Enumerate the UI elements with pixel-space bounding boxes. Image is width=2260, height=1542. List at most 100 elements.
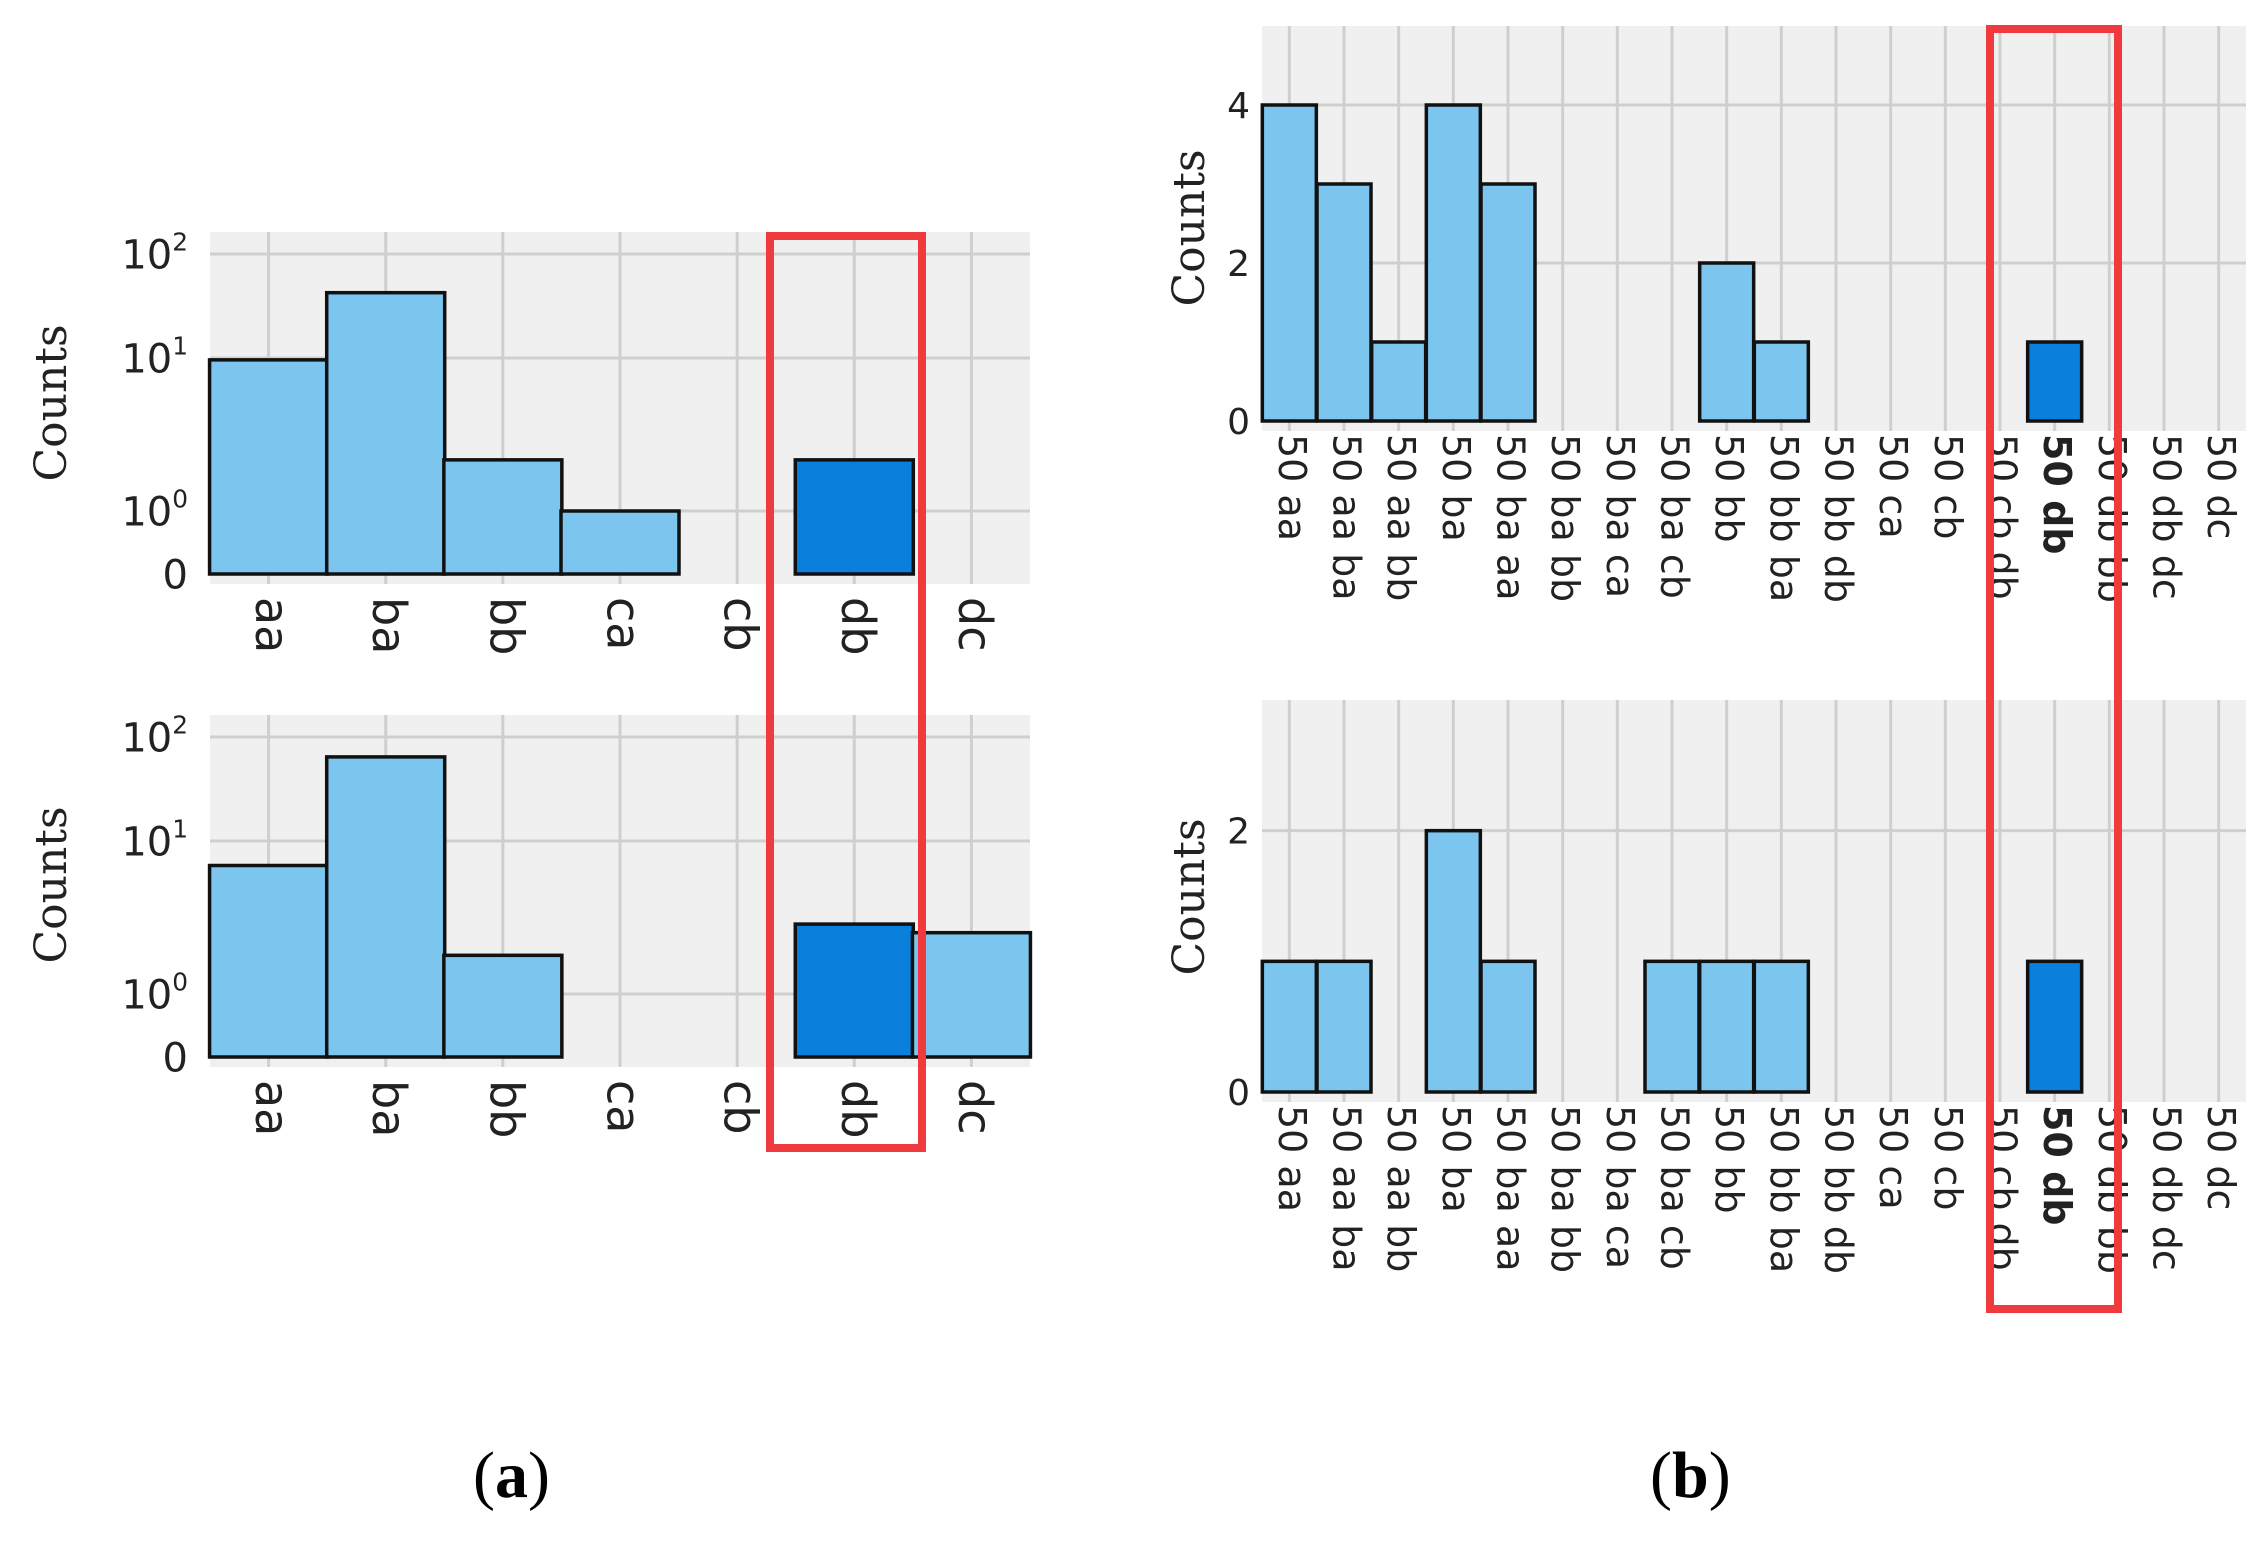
highlight-box-a [766,232,926,1152]
bar-a-top-bb [442,458,564,576]
xtick-b-top-50-ba-bb: 50 ba bb [1543,434,1587,602]
xtick-b-bottom-50-ba-bb: 50 ba bb [1543,1105,1587,1273]
xtick-b-bottom-50-aa-bb: 50 aa bb [1379,1105,1423,1272]
xtick-b-top-50-bb: 50 bb [1707,434,1751,543]
xtick-b-top-50-aa-ba: 50 aa ba [1325,434,1369,601]
ytick-a-bottom-1: 100 [121,967,188,1018]
chart-a-bottom: 0 100 101 102 Counts aa ba bb ca cb db dc [26,710,1033,1138]
ylabel-a-top: Counts [26,324,77,481]
xtick-a-top-db: db [831,597,885,655]
xtick-b-bottom-50-aa-ba: 50 aa ba [1325,1105,1369,1272]
xtick-b-bottom-50-ba: 50 ba [1434,1105,1478,1213]
xtick-b-top-50-db: 50 db [2035,434,2079,555]
bar-b-bottom-50-ba [1424,828,1483,1094]
xtick-b-top-50-ca: 50 ca [1871,434,1915,539]
xtick-b-top-50-dc: 50 dc [2199,434,2243,539]
caption-a: (a) [473,1439,550,1512]
bar-b-bottom-50-ba-cb [1643,959,1701,1094]
ytick-a-bottom-2: 101 [121,814,188,865]
caption-b: (b) [1650,1439,1731,1512]
xtick-b-bottom-50-ba-aa: 50 ba aa [1489,1105,1533,1272]
bar-a-top-db [793,458,916,576]
xtick-b-top-50-ba-ca: 50 ba ca [1598,434,1642,598]
xtick-b-bottom-50-bb: 50 bb [1707,1105,1751,1214]
xtick-b-bottom-50-bb-db: 50 bb db [1817,1105,1861,1274]
xtick-b-top-50-ba-aa: 50 ba aa [1489,434,1533,601]
highlight-boxes [766,25,2122,1313]
bar-a-top-ba [324,290,447,576]
xtick-a-bottom-aa: aa [245,1080,299,1136]
xtick-a-top-cb: cb [714,597,768,652]
xtick-a-top-ba: ba [362,597,416,654]
xtick-b-bottom-50-ca: 50 ca [1871,1105,1915,1210]
bar-b-bottom-50-bb [1697,959,1756,1094]
bar-b-top-50-bb-ba [1752,340,1811,423]
chart-a-top: 0 100 101 102 Counts aa ba bb ca cb db dc [26,227,1030,655]
ytick-b-top-1: 2 [1227,244,1250,285]
bar-b-top-50-ba-aa [1479,182,1537,423]
bar-a-bottom-db [793,922,916,1059]
xtick-a-bottom-ba: ba [362,1080,416,1137]
ytick-b-bottom-1: 2 [1227,812,1250,853]
ylabel-b-bottom: Counts [1164,818,1215,975]
xtick-a-top-ca: ca [597,597,651,650]
bar-b-bottom-50-ba-aa [1479,959,1537,1094]
bar-b-top-50-db [2025,340,2084,423]
ytick-a-bottom-3: 102 [121,710,188,761]
ytick-a-top-0: 0 [163,552,188,598]
bar-a-top-ca [559,509,681,576]
xtick-b-top-50-ba-cb: 50 ba cb [1653,434,1697,599]
xtick-b-bottom-50-db-bb: 50 db bb [2090,1105,2134,1274]
xtick-b-bottom-50-cb: 50 cb [1926,1105,1970,1210]
xtick-b-bottom-50-aa: 50 aa [1270,1105,1314,1212]
xtick-b-bottom-50-dc: 50 dc [2199,1105,2243,1210]
xtick-b-bottom-50-bb-ba: 50 bb ba [1762,1105,1806,1273]
xtick-b-top-50-aa-bb: 50 aa bb [1379,434,1423,601]
bar-b-top-50-aa-ba [1315,182,1373,423]
highlight-box-b [1986,25,2122,1313]
xtick-b-top-50-ba: 50 ba [1434,434,1478,542]
ytick-a-top-3: 102 [121,227,188,278]
xtick-b-top-50-db-dc: 50 db dc [2145,434,2189,600]
xtick-b-top-50-cb: 50 cb [1926,434,1970,539]
bar-b-bottom-50-aa [1260,959,1319,1094]
xtick-a-bottom-db: db [831,1080,885,1138]
xtick-a-bottom-dc: dc [948,1080,1002,1135]
bar-b-top-50-ba [1424,103,1483,423]
caption-a-label: a [494,1439,528,1512]
bar-a-bottom-ba [324,755,447,1059]
ytick-b-top-0: 0 [1227,402,1250,443]
xtick-b-top-50-db-bb: 50 db bb [2090,434,2134,603]
bar-b-bottom-50-aa-ba [1315,959,1373,1094]
ytick-a-top-1: 100 [121,484,188,535]
bar-b-bottom-50-db [2025,959,2084,1094]
ytick-a-bottom-0: 0 [163,1035,188,1081]
bar-a-bottom-aa [207,863,330,1059]
caption-b-label: b [1671,1439,1709,1512]
xtick-b-top-50-bb-ba: 50 bb ba [1762,434,1806,602]
xtick-b-bottom-50-ba-cb: 50 ba cb [1653,1105,1697,1270]
xtick-b-top-50-aa: 50 aa [1270,434,1314,541]
ylabel-b-top: Counts [1164,149,1215,306]
ylabel-a-bottom: Counts [26,806,77,963]
bar-b-top-50-aa-bb [1369,340,1428,423]
xtick-b-top-50-bb-db: 50 bb db [1817,434,1861,603]
xtick-a-bottom-cb: cb [714,1080,768,1135]
bar-b-top-50-bb [1697,261,1756,423]
xtick-a-top-bb: bb [479,597,533,655]
bar-b-top-50-aa [1260,103,1319,423]
bar-a-bottom-bb [442,953,564,1059]
xtick-b-bottom-50-db-dc: 50 db dc [2145,1105,2189,1271]
bar-b-bottom-50-bb-ba [1752,959,1811,1094]
ytick-b-top-2: 4 [1227,86,1250,127]
bar-a-top-aa [207,358,330,576]
xtick-b-bottom-50-ba-ca: 50 ba ca [1598,1105,1642,1269]
xtick-a-bottom-ca: ca [597,1080,651,1133]
xtick-a-top-dc: dc [948,597,1002,652]
xtick-a-top-aa: aa [245,597,299,653]
xtick-b-bottom-50-db: 50 db [2035,1105,2079,1226]
ytick-a-top-2: 101 [121,331,188,382]
